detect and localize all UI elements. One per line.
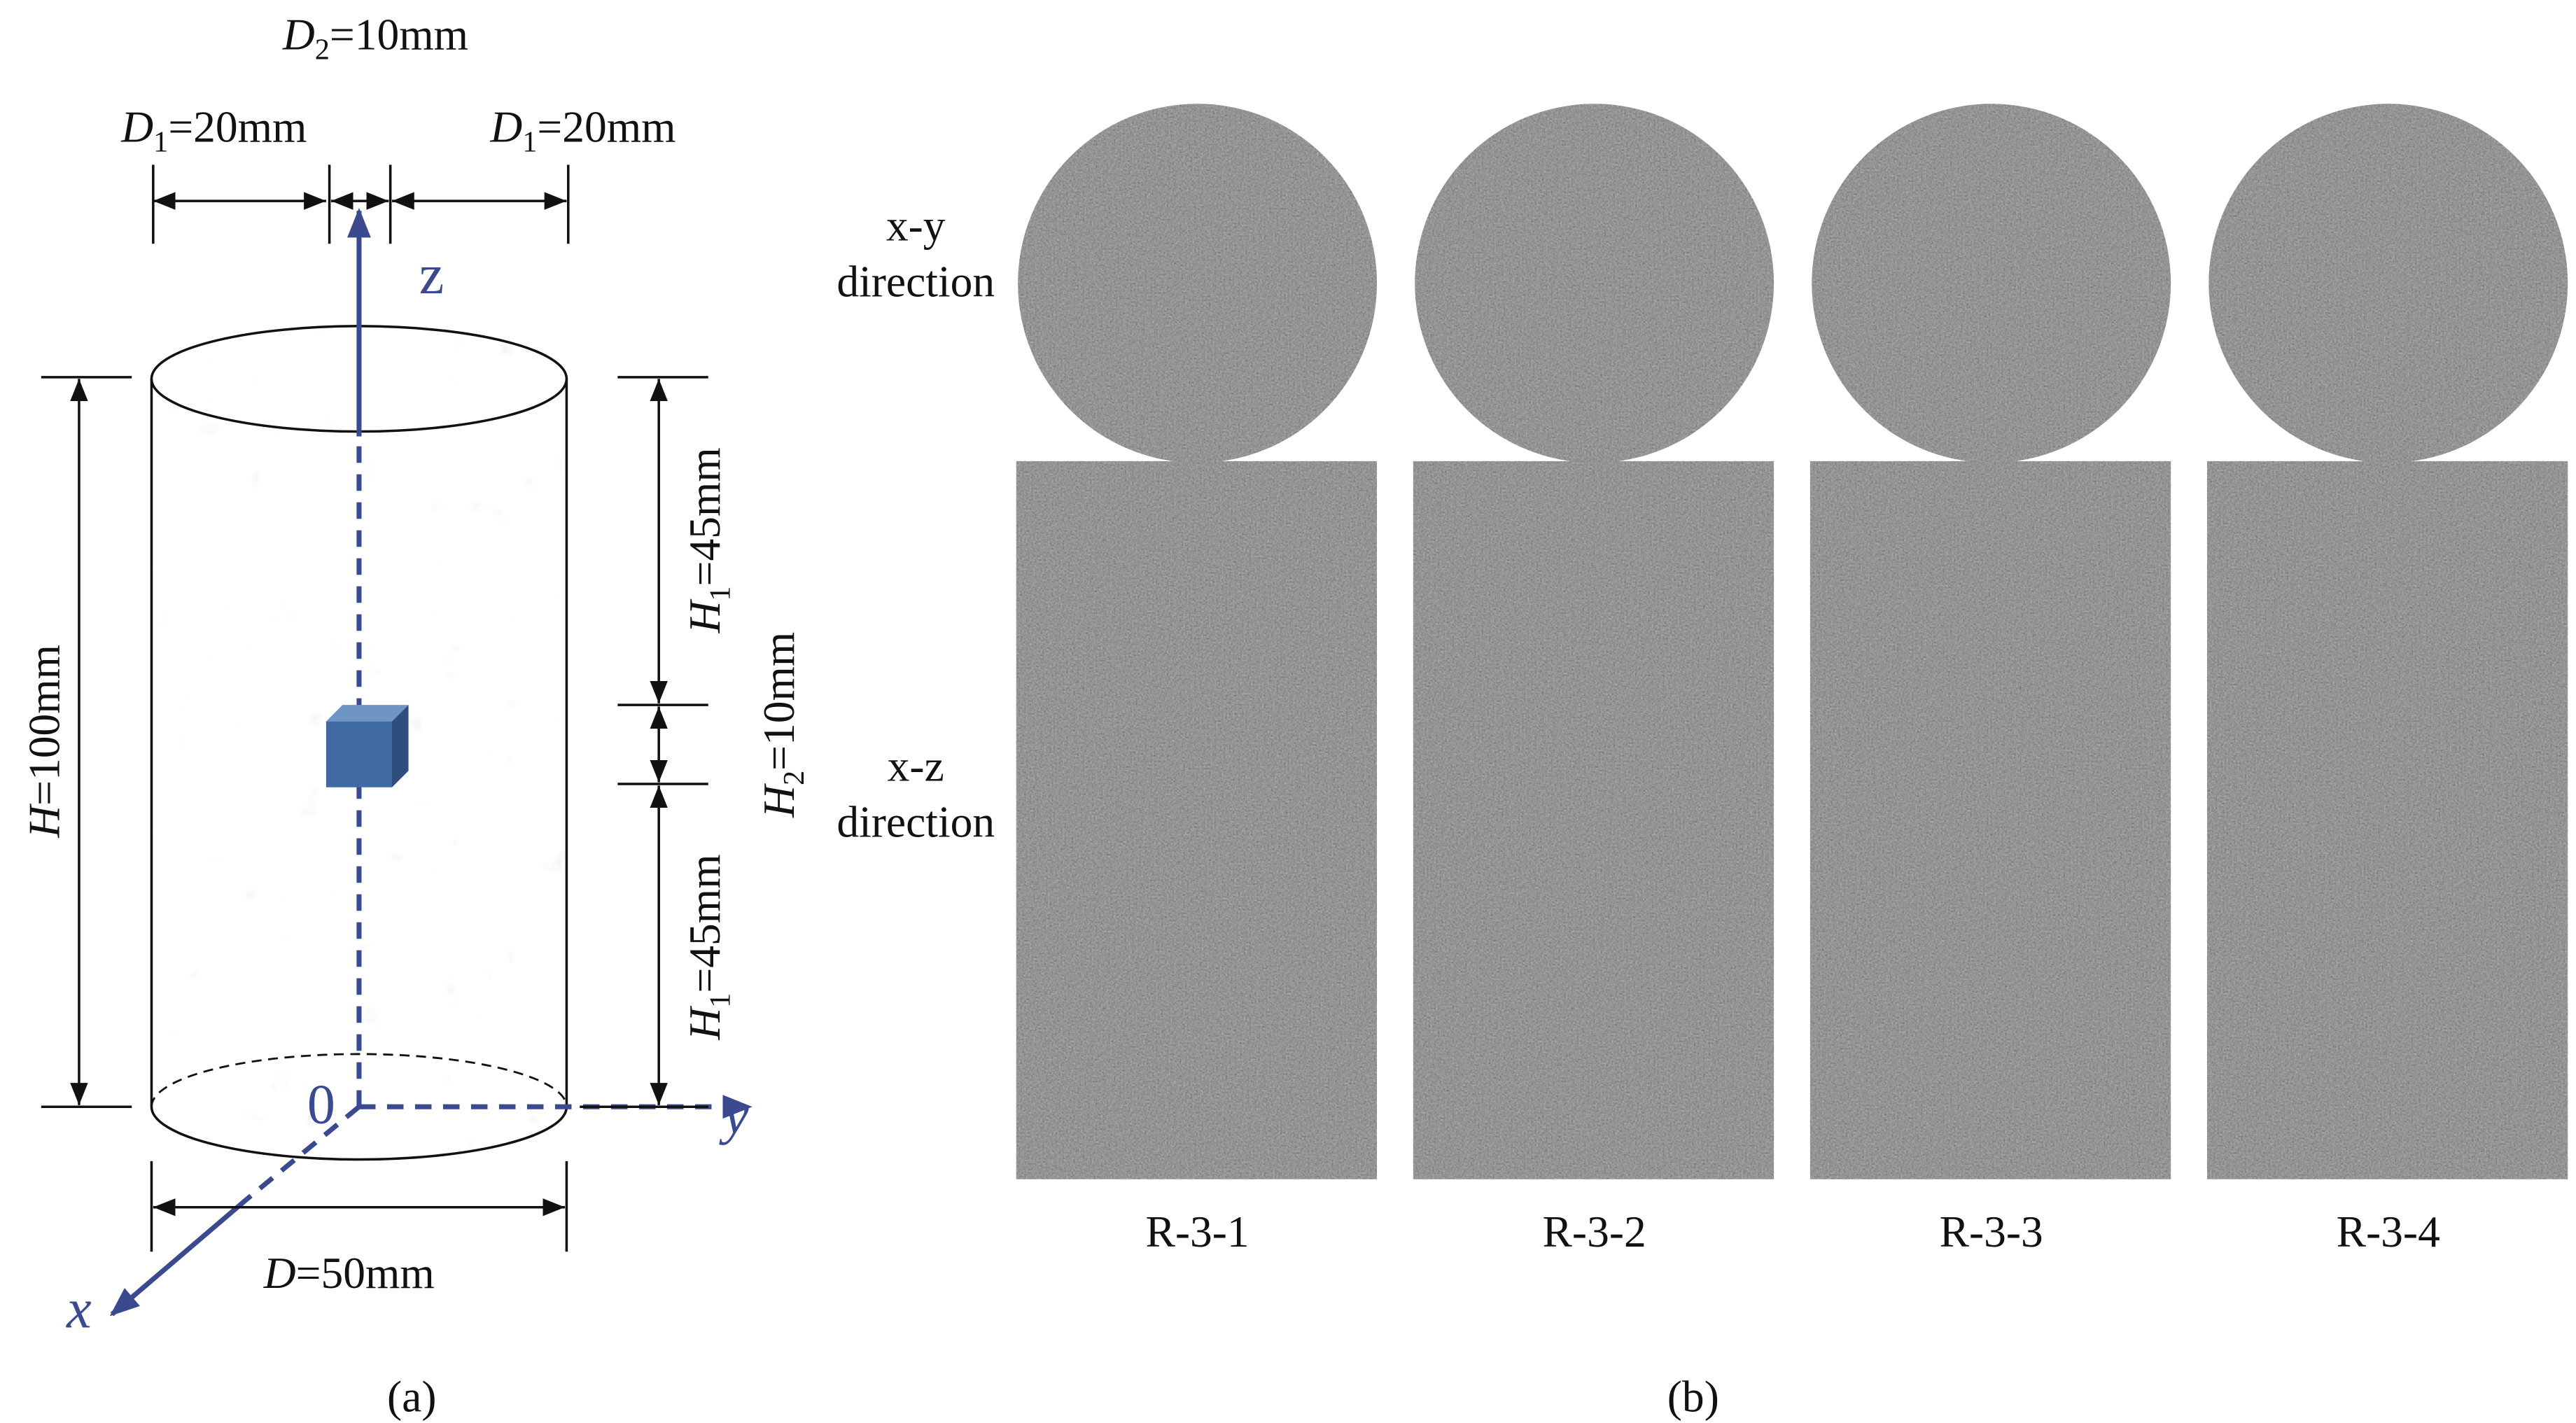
row-label: direction [836, 797, 995, 846]
subscript: 1 [522, 126, 537, 159]
symbol: H [680, 1006, 729, 1041]
dimension-label: H2=10mm [754, 632, 811, 818]
axis-label: y [719, 1084, 749, 1146]
axis-label: z [419, 244, 444, 306]
dimension-value: =10mm [330, 10, 468, 59]
dimension-value: =20mm [168, 101, 307, 151]
xy-section [1018, 104, 1378, 463]
symbol: D [489, 101, 522, 151]
xy-section [1812, 104, 2171, 463]
sample-label: R-3-4 [2337, 1207, 2440, 1256]
dimension-label: D1=20mm [489, 101, 676, 158]
caption: (b) [1667, 1372, 1719, 1422]
xz-section [1016, 461, 1378, 1179]
dimension-value: =50mm [296, 1248, 435, 1298]
symbol: D [282, 10, 315, 59]
xz-section [1809, 461, 2171, 1179]
dimension-value: =100mm [20, 645, 69, 806]
samples: R-3-1 R-3-2 R-3-3 R-3-4 x-y direction x-z direc… [836, 104, 2568, 1256]
dimension-label: H1=45mm [680, 447, 736, 633]
symbol: H [680, 598, 729, 633]
caption: (a) [387, 1372, 436, 1422]
xz-section [1413, 461, 1774, 1179]
axes [109, 207, 752, 1317]
row-label: x-y [886, 201, 946, 251]
symbol: H [754, 783, 804, 818]
cube [326, 705, 409, 787]
dimension-value: =45mm [680, 854, 729, 993]
dimension-label: H=100mm [20, 645, 69, 839]
row-label: direction [836, 257, 995, 307]
dimension-label: D1=20mm [120, 101, 307, 158]
dimension-value: =20mm [537, 101, 676, 151]
symbol: D [263, 1248, 296, 1298]
xy-section [1415, 104, 1774, 463]
dimension-label: D=50mm [263, 1248, 435, 1298]
origin-label: 0 [307, 1074, 335, 1136]
dimension-lines [41, 164, 708, 1252]
xz-section [2206, 461, 2568, 1179]
sample-label: R-3-1 [1145, 1207, 1249, 1256]
symbol: H [20, 804, 69, 839]
dimension-value: =45mm [680, 447, 729, 586]
sample-label: R-3-2 [1543, 1207, 1646, 1256]
xy-section [2208, 104, 2568, 463]
subscript: 1 [153, 126, 168, 159]
subscript: 1 [704, 586, 736, 601]
sample-label: R-3-3 [1940, 1207, 2043, 1256]
symbol: D [120, 101, 153, 151]
row-label: x-z [888, 741, 944, 790]
subscript: 2 [315, 34, 330, 66]
subscript: 1 [704, 993, 736, 1008]
axis-label: x [66, 1279, 92, 1340]
dimension-label: D2=10mm [282, 10, 468, 66]
dimension-label: H1=45mm [680, 854, 736, 1040]
subscript: 2 [778, 771, 811, 785]
dimension-value: =10mm [754, 632, 804, 771]
